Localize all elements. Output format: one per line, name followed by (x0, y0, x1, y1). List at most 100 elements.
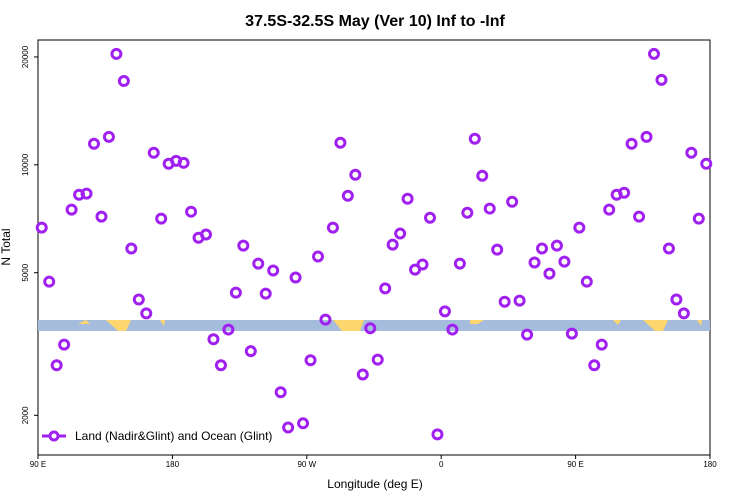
data-point (536, 242, 548, 255)
data-point (319, 313, 332, 326)
land-patch (333, 320, 364, 331)
data-point (446, 323, 459, 336)
data-point (214, 359, 227, 372)
data-point (513, 294, 526, 307)
data-point (334, 136, 347, 149)
data-point (558, 255, 571, 268)
x-tick-label: 180 (703, 460, 717, 469)
data-point (483, 202, 496, 215)
data-point (185, 205, 198, 218)
data-point (491, 243, 504, 256)
data-point (274, 386, 287, 399)
data-point (259, 287, 272, 300)
data-point (289, 271, 302, 284)
y-tick-label: 20000 (21, 45, 30, 68)
data-point (80, 187, 93, 200)
legend-marker (48, 430, 60, 442)
data-point (386, 238, 399, 251)
data-point (147, 146, 160, 159)
data-point (110, 47, 123, 60)
data-point (394, 227, 407, 240)
data-point (603, 203, 616, 216)
legend-label: Land (Nadir&Glint) and Ocean (Glint) (75, 429, 272, 443)
x-tick-label: 90 E (30, 460, 46, 469)
data-point (662, 242, 675, 255)
data-point (633, 210, 646, 223)
land-patch (106, 320, 131, 331)
data-point (43, 275, 56, 288)
y-axis-label: N Total (0, 228, 13, 265)
data-point (595, 338, 608, 351)
x-tick-label: 0 (439, 460, 444, 469)
data-point (356, 368, 369, 381)
data-point (155, 212, 168, 225)
data-point (349, 168, 362, 181)
data-point (132, 293, 145, 306)
data-point (401, 192, 414, 205)
data-point (282, 421, 295, 434)
data-point (588, 359, 601, 372)
data-point (58, 338, 71, 351)
data-point (692, 212, 705, 225)
data-point (424, 211, 436, 224)
data-point (364, 322, 377, 335)
data-point (648, 47, 660, 60)
data-point (102, 130, 115, 143)
data-point (580, 275, 593, 288)
data-point (640, 130, 653, 143)
data-point (670, 293, 683, 306)
chart-title: 37.5S-32.5S May (Ver 10) Inf to -Inf (245, 13, 505, 30)
data-point (341, 189, 354, 202)
land-patch (643, 320, 668, 331)
data-point (95, 210, 108, 223)
data-point (229, 286, 242, 299)
data-point (618, 186, 631, 199)
x-tick-label: 90 E (567, 460, 583, 469)
data-point (677, 307, 690, 320)
data-point (431, 428, 444, 441)
data-point (379, 282, 392, 295)
data-point (461, 206, 474, 219)
data-point (498, 295, 511, 308)
data-point (573, 221, 586, 234)
data-point (200, 228, 212, 241)
data-point (416, 258, 429, 271)
data-point (371, 353, 384, 366)
data-point (550, 239, 563, 252)
data-point (252, 257, 265, 270)
data-point (140, 307, 153, 320)
data-point (655, 73, 668, 86)
land-patch (78, 320, 90, 324)
data-point (476, 169, 489, 182)
data-point (506, 195, 519, 208)
data-point (244, 345, 257, 358)
data-point (65, 203, 78, 216)
data-point (521, 328, 534, 341)
x-tick-label: 90 W (297, 460, 316, 469)
land-patch (697, 320, 702, 326)
data-point (468, 132, 481, 145)
data-point (88, 137, 100, 150)
data-point (565, 327, 578, 340)
land-patch (613, 320, 621, 325)
data-point (237, 239, 250, 252)
land-patch (470, 320, 484, 324)
data-point (125, 242, 138, 255)
y-tick-label: 5000 (21, 263, 30, 281)
x-axis-label: Longitude (deg E) (327, 477, 422, 491)
data-point (117, 74, 130, 87)
data-point (312, 250, 324, 263)
data-point (267, 264, 280, 277)
data-point (177, 156, 190, 169)
data-point (685, 146, 698, 159)
data-point (222, 323, 235, 336)
data-point (700, 157, 713, 170)
land-patch (160, 320, 165, 326)
plot-frame (37, 39, 711, 456)
data-point (35, 221, 48, 234)
y-tick-label: 10000 (21, 153, 30, 176)
data-point (297, 417, 310, 430)
data-point (453, 257, 466, 270)
data-point (207, 333, 220, 346)
